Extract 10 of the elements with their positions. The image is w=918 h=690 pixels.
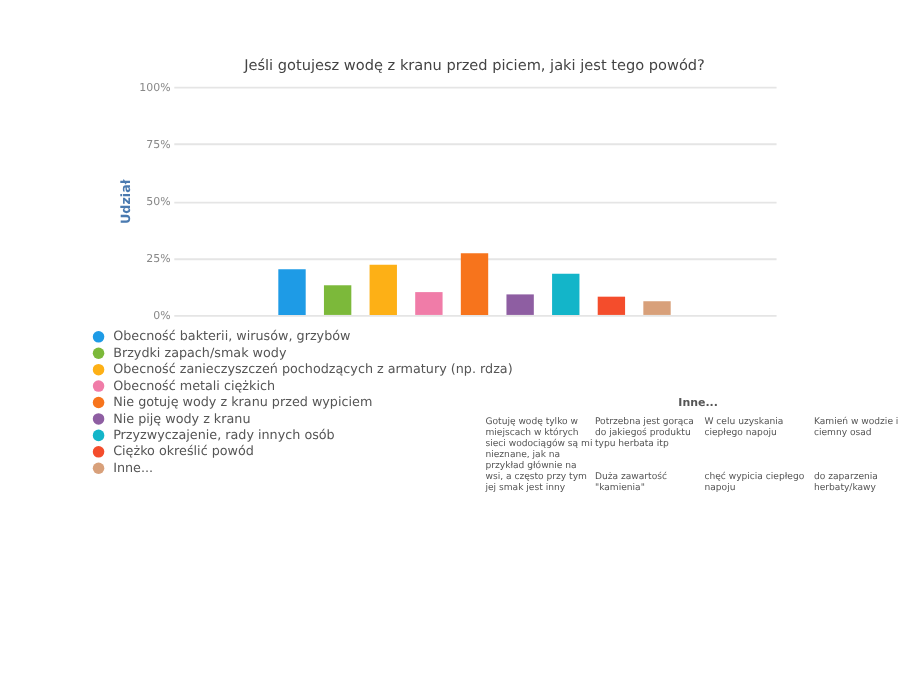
bar xyxy=(278,269,306,315)
bar xyxy=(323,285,352,315)
bar xyxy=(643,301,671,315)
chart-title: Jeśli gotujesz wodę z kranu przed piciem, jaki jest tego powód? xyxy=(242,56,706,75)
bar xyxy=(460,253,489,315)
bar xyxy=(369,264,397,315)
bar xyxy=(415,292,443,315)
bar xyxy=(506,294,534,315)
bar xyxy=(552,273,580,315)
bar xyxy=(597,296,626,315)
